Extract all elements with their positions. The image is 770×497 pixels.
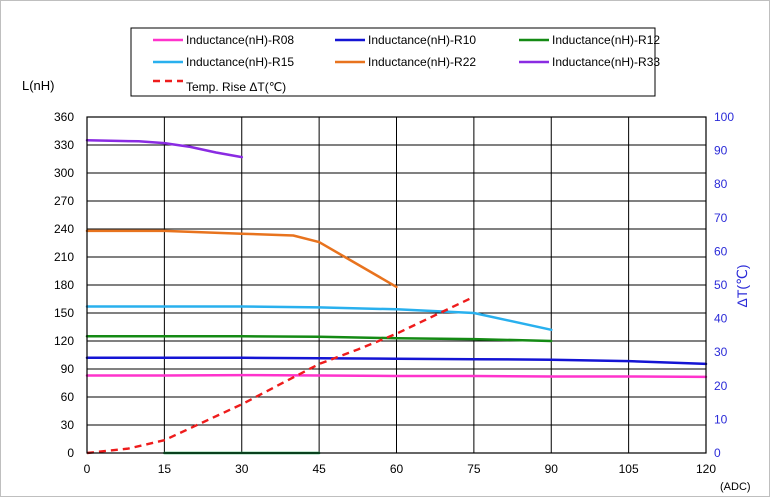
y-tick-label: 270 bbox=[54, 194, 74, 208]
y-tick-label: 90 bbox=[61, 362, 75, 376]
y2-tick-label: 70 bbox=[714, 211, 728, 225]
y2-tick-label: 0 bbox=[714, 446, 721, 460]
y-axis-label: L(nH) bbox=[22, 78, 55, 93]
x-tick-label: 15 bbox=[158, 462, 172, 476]
y2-tick-label: 100 bbox=[714, 110, 734, 124]
y2-tick-label: 30 bbox=[714, 345, 728, 359]
y2-tick-label: 40 bbox=[714, 312, 728, 326]
legend-label: Inductance(nH)-R10 bbox=[368, 33, 476, 47]
x-tick-label: 105 bbox=[619, 462, 639, 476]
y2-tick-label: 10 bbox=[714, 412, 728, 426]
series-line bbox=[85, 139, 244, 159]
series-line bbox=[86, 295, 475, 455]
axes-layer bbox=[86, 116, 707, 454]
y-tick-label: 240 bbox=[54, 222, 74, 236]
legend-label: Inductance(nH)-R08 bbox=[186, 33, 294, 47]
y-tick-label: 60 bbox=[61, 390, 75, 404]
y-tick-label: 0 bbox=[67, 446, 74, 460]
series-line bbox=[85, 356, 708, 366]
x-tick-label: 0 bbox=[84, 462, 91, 476]
x-tick-label: 45 bbox=[312, 462, 326, 476]
legend-label: Inductance(nH)-R22 bbox=[368, 55, 476, 69]
series-line bbox=[85, 335, 553, 343]
legend-label: Temp. Rise ΔT(℃) bbox=[186, 80, 286, 94]
x-tick-label: 75 bbox=[467, 462, 481, 476]
y2-tick-label: 60 bbox=[714, 244, 728, 258]
y-tick-label: 150 bbox=[54, 306, 74, 320]
y2-tick-label: 50 bbox=[714, 278, 728, 292]
x-tick-label: 120 bbox=[696, 462, 716, 476]
y2-tick-label: 20 bbox=[714, 379, 728, 393]
y-tick-label: 210 bbox=[54, 250, 74, 264]
legend-box bbox=[130, 27, 656, 97]
y-tick-label: 330 bbox=[54, 138, 74, 152]
legend: Inductance(nH)-R08 Inductance(nH)-R10 Indu… bbox=[130, 27, 660, 97]
legend-label: Inductance(nH)-R15 bbox=[186, 55, 294, 69]
legend-label: Inductance(nH)-R33 bbox=[552, 55, 660, 69]
y-tick-label: 300 bbox=[54, 166, 74, 180]
legend-label: Inductance(nH)-R12 bbox=[552, 33, 660, 47]
series-line bbox=[85, 305, 553, 332]
y-tick-label: 120 bbox=[54, 334, 74, 348]
y2-tick-label: 80 bbox=[714, 177, 728, 191]
x-tick-label: 90 bbox=[545, 462, 559, 476]
x-tick-label: 60 bbox=[390, 462, 404, 476]
series-line bbox=[85, 373, 708, 379]
x-axis-label: (ADC) bbox=[720, 481, 751, 493]
y2-tick-label: 90 bbox=[714, 144, 728, 158]
y-tick-label: 360 bbox=[54, 110, 74, 124]
y-tick-label: 180 bbox=[54, 278, 74, 292]
y-tick-label: 30 bbox=[61, 418, 75, 432]
series-line bbox=[85, 229, 398, 289]
y2-axis-label: ΔT(℃) bbox=[734, 265, 750, 308]
plot-border bbox=[86, 116, 707, 454]
grid-lines bbox=[86, 116, 707, 454]
x-tick-label: 30 bbox=[235, 462, 249, 476]
